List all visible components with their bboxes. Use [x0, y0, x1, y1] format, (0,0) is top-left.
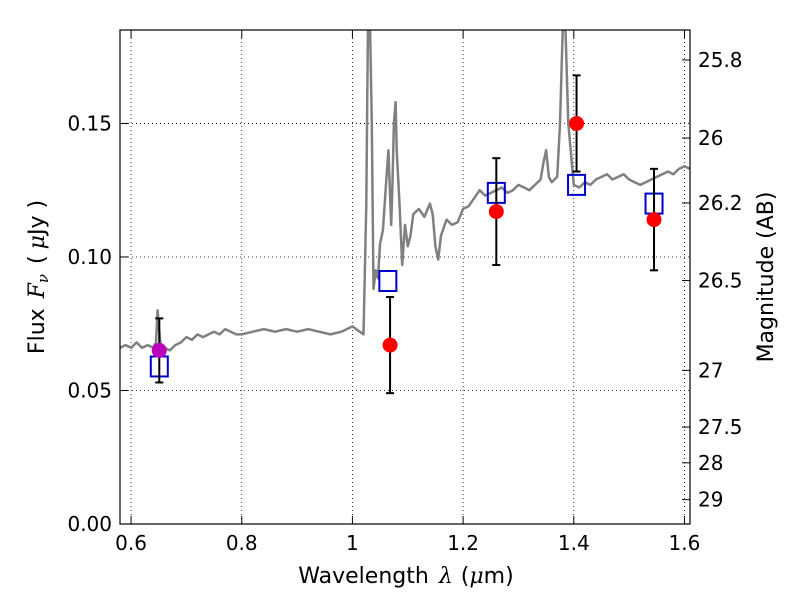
mag-tick-label: 26.2	[698, 191, 743, 215]
x-axis-label: Wavelength λ (μm)	[298, 564, 513, 589]
mag-tick-label: 26	[698, 126, 723, 150]
mag-tick-label: 29	[698, 488, 723, 512]
observed-point	[488, 204, 504, 220]
model-point	[378, 270, 398, 293]
observed-point	[569, 115, 585, 131]
mag-tick-label: 27	[698, 358, 723, 382]
plot-frame	[119, 29, 691, 525]
model-point	[567, 173, 587, 196]
y-tick-label: 0.15	[67, 111, 112, 135]
mag-tick-label: 26.5	[698, 268, 743, 292]
plot-area	[120, 30, 690, 395]
x-tick-label: 0.8	[226, 531, 258, 555]
y-tick-label: 0.05	[67, 378, 112, 402]
observed-point	[151, 342, 167, 358]
observed-point	[646, 212, 662, 228]
x-tick-label: 1.4	[558, 531, 590, 555]
y-axis-label: FluxFν(μJy )	[25, 200, 52, 354]
secondary-y-axis-label: Magnitude (AB)	[754, 192, 779, 363]
mag-tick-label: 28	[698, 451, 723, 475]
x-tick-label: 1.6	[669, 531, 701, 555]
observed-point	[382, 337, 398, 353]
x-tick-label: 0.6	[115, 531, 147, 555]
x-tick-label: 1	[346, 531, 359, 555]
axes: 0.6 0.8 1 1.2 1.4 1.6 0.00 0.05 0.10 0.15 25.8 26 26…	[67, 30, 743, 555]
mag-tick-label: 27.5	[698, 415, 743, 439]
mag-tick-label: 25.8	[698, 48, 743, 72]
x-tick-label: 1.2	[447, 531, 479, 555]
y-tick-label: 0.10	[67, 245, 112, 269]
y-tick-label: 0.00	[67, 512, 112, 536]
